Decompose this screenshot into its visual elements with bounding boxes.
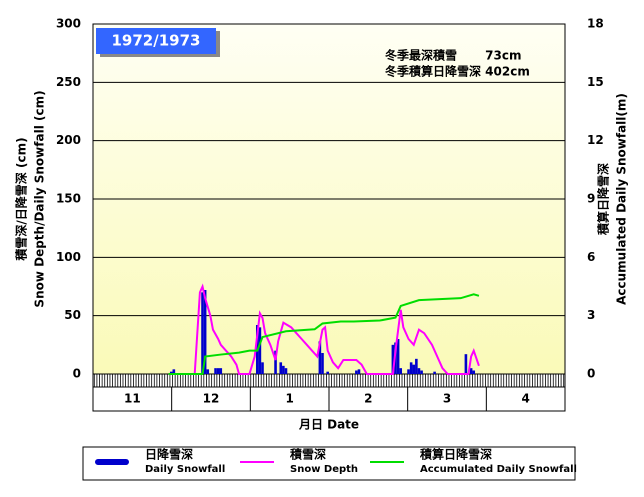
bar — [355, 370, 358, 374]
bar — [409, 362, 413, 374]
bar — [258, 327, 262, 374]
legend-label: 積雪深 — [289, 447, 326, 462]
legend-label: 日降雪深 — [145, 447, 193, 462]
legend — [82, 446, 576, 481]
chart-title: 1972/1973 — [112, 32, 201, 50]
bar — [407, 369, 410, 374]
y2-label: 積算日降雪深 — [596, 163, 611, 236]
bar — [274, 350, 277, 374]
legend-label: Accumulated Daily Snowfall — [420, 464, 577, 475]
y2-tick-label: 6 — [587, 250, 595, 264]
y-tick-label: 200 — [56, 133, 81, 147]
y-tick-label: 150 — [56, 192, 81, 206]
legend-label: Snow Depth — [290, 464, 358, 475]
y-tick-label: 50 — [64, 308, 81, 322]
x-tick-label: 11 — [124, 392, 141, 406]
bar — [206, 369, 210, 374]
legend-swatch — [95, 459, 129, 465]
bar — [464, 354, 468, 374]
y2-tick-label: 18 — [587, 17, 604, 31]
x-tick-label: 2 — [364, 392, 372, 406]
x-tick-label: 1 — [285, 392, 293, 406]
bar — [321, 353, 324, 374]
bar — [318, 341, 322, 374]
line — [168, 293, 480, 375]
bar — [391, 344, 395, 374]
y-tick-label: 250 — [56, 75, 81, 89]
bar — [201, 292, 204, 374]
title-box — [96, 28, 216, 54]
x-tick-label: 12 — [203, 392, 220, 406]
bar — [412, 364, 416, 374]
y2-tick-label: 0 — [587, 367, 595, 381]
bar — [216, 368, 220, 374]
annotation: 冬季積算日降雪深 402cm — [385, 64, 530, 79]
x-tick-label: 4 — [521, 392, 529, 406]
bar — [282, 365, 285, 374]
bar — [433, 371, 436, 374]
y-tick-label: 100 — [56, 250, 81, 264]
bar — [284, 368, 288, 374]
y-label: Snow Depth/Daily Snowfall (cm) — [33, 90, 47, 307]
bar — [469, 368, 473, 374]
annotation: 冬季最深積雪 73cm — [385, 48, 522, 63]
x-tick-label: 3 — [443, 392, 451, 406]
y-tick-label: 0 — [73, 367, 81, 381]
legend-label: Daily Snowfall — [145, 464, 225, 475]
y-label: 積雪深/日降雪深 (cm) — [14, 137, 29, 261]
bar — [219, 368, 223, 374]
bar — [261, 362, 264, 374]
bar — [417, 368, 421, 374]
y2-label: Accumulated Daily Snowfall(m) — [615, 93, 629, 305]
bar — [472, 370, 476, 374]
bar — [357, 369, 361, 374]
y2-tick-label: 15 — [587, 75, 604, 89]
y2-tick-label: 3 — [587, 308, 595, 322]
bar — [326, 371, 329, 374]
x-label: 月日 Date — [298, 418, 359, 432]
y2-tick-label: 9 — [587, 192, 595, 206]
bar — [203, 290, 207, 374]
bar — [420, 370, 423, 374]
legend-label: 積算日降雪深 — [419, 447, 492, 462]
bar — [214, 368, 217, 374]
bar — [172, 369, 176, 374]
bar — [415, 358, 418, 374]
bar — [279, 362, 283, 374]
bar — [396, 339, 400, 374]
y-tick-label: 300 — [56, 17, 81, 31]
bar — [399, 368, 403, 374]
bar — [169, 371, 173, 374]
y2-tick-label: 12 — [587, 133, 604, 147]
